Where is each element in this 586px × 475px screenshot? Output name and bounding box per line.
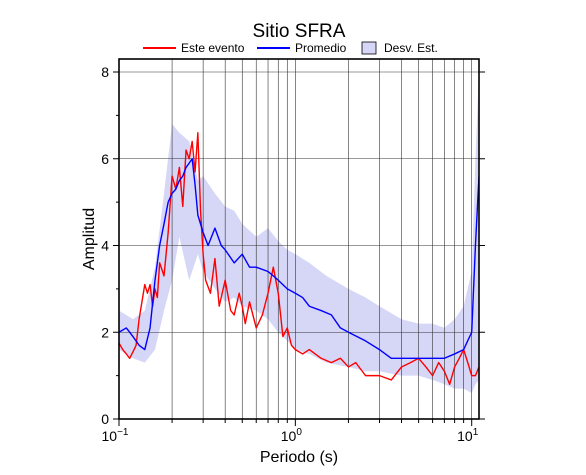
std-dev-band <box>119 72 479 393</box>
legend-swatch <box>361 41 377 55</box>
legend-label: Desv. Est. <box>384 41 438 55</box>
y-tick-label: 0 <box>101 411 109 427</box>
series-line-promedio <box>119 158 479 359</box>
x-axis-label: Periodo (s) <box>260 449 338 466</box>
axis-ticks: 0 2 4 6 8 10−1 100 101 <box>101 64 485 444</box>
series-line-este-evento <box>119 132 479 385</box>
plot-frame <box>118 58 480 420</box>
band-layer <box>119 72 479 393</box>
y-axis-label: Amplitud <box>81 208 98 270</box>
chart-title: Sitio SFRA <box>253 21 346 42</box>
y-tick-label: 4 <box>101 238 109 254</box>
x-tick-label: 10−1 <box>102 427 129 444</box>
grid-lines <box>119 59 479 419</box>
legend-label: Este evento <box>181 41 245 55</box>
legend: Este evento Promedio Desv. Est. <box>143 41 438 55</box>
y-tick-label: 6 <box>101 151 109 167</box>
x-tick-label: 101 <box>457 427 479 444</box>
legend-label: Promedio <box>295 41 347 55</box>
y-tick-label: 8 <box>101 64 109 80</box>
x-tick-label: 100 <box>281 427 303 444</box>
y-tick-label: 2 <box>101 324 109 340</box>
series-layer <box>119 132 479 385</box>
